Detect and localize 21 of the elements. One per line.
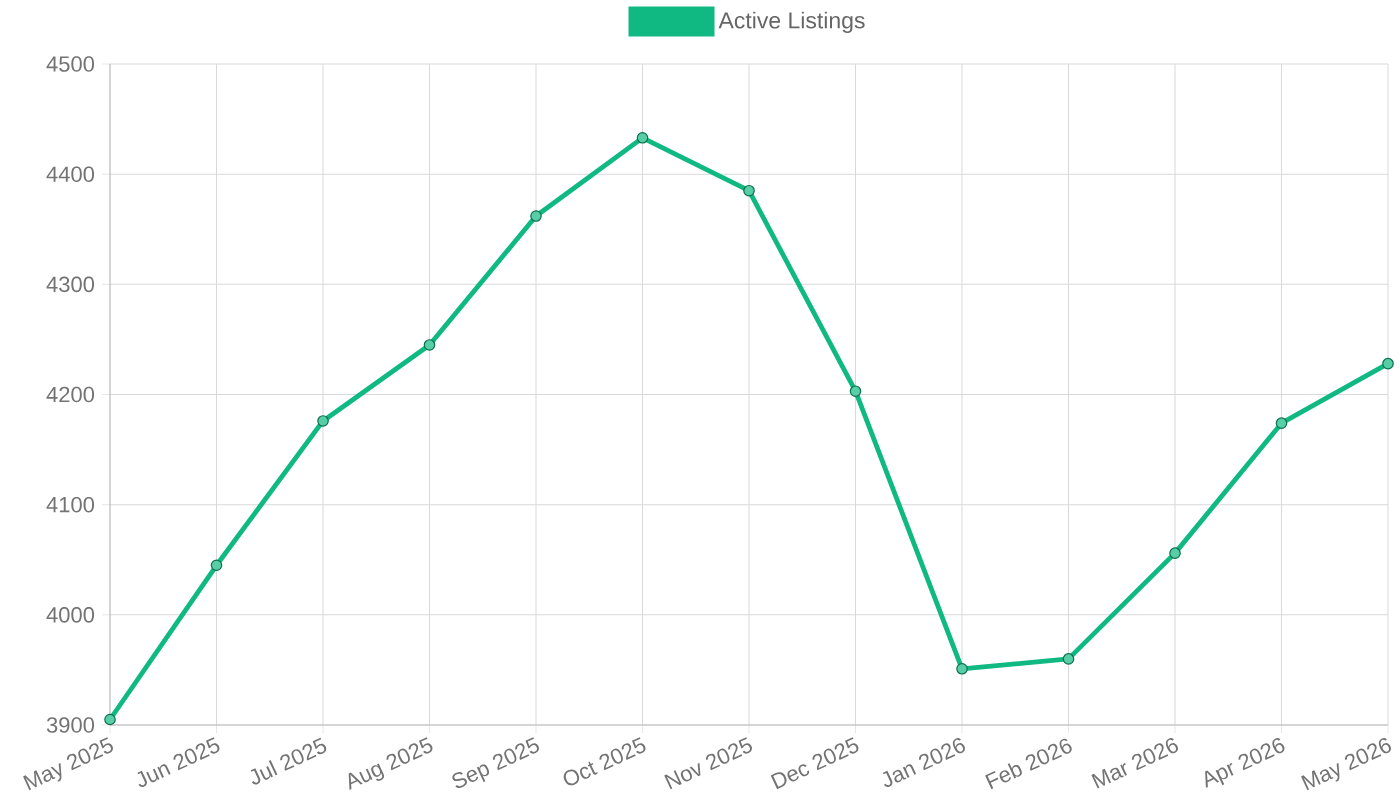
x-tick-label: Aug 2025 xyxy=(348,737,433,790)
x-tick-label: Nov 2025 xyxy=(664,737,752,790)
y-tick-label: 4200 xyxy=(46,386,95,403)
y-tick-label: 4300 xyxy=(46,276,95,293)
x-tick-label: Jan 2026 xyxy=(882,738,965,788)
legend-label: Active Listings xyxy=(718,11,865,34)
x-tick-label: Dec 2025 xyxy=(770,737,859,790)
y-tick-label: 4500 xyxy=(46,56,95,72)
x-tick-label: May 2025 xyxy=(23,737,113,791)
y-tick-label: 4400 xyxy=(46,166,95,182)
x-tick-label: Sep 2025 xyxy=(452,737,539,788)
x-tick-label: Jun 2025 xyxy=(137,737,220,788)
y-tick-label: 4000 xyxy=(46,607,95,623)
x-tick-label: Oct 2025 xyxy=(563,737,646,786)
y-tick-label: 4100 xyxy=(46,496,95,513)
x-tick-label: Feb 2026 xyxy=(985,738,1072,790)
x-tick-label: May 2026 xyxy=(1301,738,1391,791)
y-tick-label: 3900 xyxy=(46,717,95,733)
x-tick-label: Apr 2026 xyxy=(1205,738,1285,788)
x-tick-label: Jul 2025 xyxy=(250,737,327,785)
x-tick-label: Mar 2026 xyxy=(1091,738,1178,789)
